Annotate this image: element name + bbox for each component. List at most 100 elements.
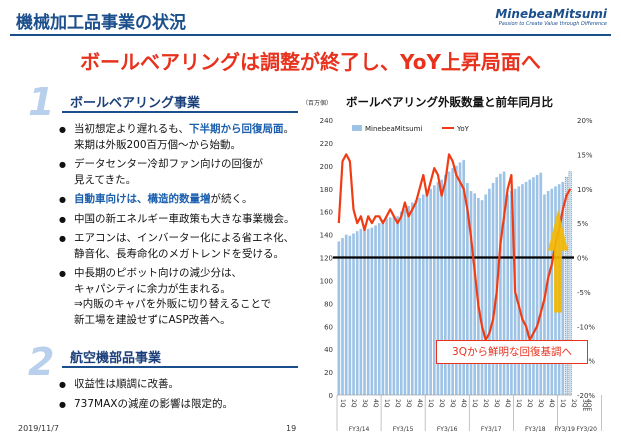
bar (443, 175, 447, 395)
bar (396, 216, 399, 395)
bar (381, 219, 385, 395)
bar (517, 186, 521, 395)
bar (344, 234, 348, 395)
bar (564, 177, 569, 396)
x-month-label: 1Q (559, 399, 566, 408)
logo-tagline: Passion to Create Value through Differen… (498, 21, 607, 27)
bar (469, 191, 473, 395)
list-item: エアコンは、インバーター化による省エネ化、 静音化、長寿命化のメガトレンドを受け… (56, 231, 306, 262)
list-item: 中長期のピボット向けの減少分は、 キャパシティに余力が生まれる。 ⇒内販のキャパ… (56, 266, 306, 328)
bar (410, 202, 414, 395)
section1-bullets: 当初想定より遅れるも、下半期から回復局面。 来期は外販200百万個～から始動。 … (56, 122, 306, 332)
fiscal-year-label: FY3/20 (576, 426, 597, 433)
x-month-label: 4Q (416, 399, 423, 408)
y-left-tick-label: 40 (324, 346, 333, 354)
y-left-tick-label: 100 (320, 277, 333, 285)
section1-underline (62, 111, 298, 113)
bearing-sales-chart: ボールベアリング外販数量と前年同月比 （百万個） 0 20 40 60 80 100 120 14… (302, 95, 602, 433)
x-month-label: 4Q (372, 399, 379, 408)
y-left-tick-label: 220 (320, 140, 333, 148)
section2-number: 2 (28, 340, 55, 384)
y-left-tick-label: 180 (320, 186, 333, 194)
bar (458, 162, 462, 395)
x-month-label: 1Q (339, 399, 346, 408)
bar (352, 233, 355, 395)
bar (385, 218, 388, 395)
bar (521, 184, 524, 395)
fiscal-year-label: FY3/18 (525, 426, 546, 433)
recovery-arrow (548, 209, 569, 313)
bar (524, 181, 528, 395)
company-logo: MinebeaMitsumi Passion to Create Value t… (495, 7, 607, 27)
y-right-tick-label: 10% (577, 186, 593, 194)
logo-name: MinebeaMitsumi (495, 7, 607, 21)
header-divider (10, 34, 611, 36)
bar (532, 177, 535, 395)
bar (388, 217, 392, 395)
x-month-label: 2Q (570, 399, 577, 408)
bar (546, 191, 550, 395)
bar (374, 225, 377, 395)
list-item: データセンター冷却ファン向けの回復が 見えてきた。 (56, 157, 306, 188)
page-header-title: 機械加工品事業の状況 (16, 13, 186, 33)
bar (466, 183, 469, 395)
y-right-tick-label: 15% (577, 151, 593, 159)
y-left-tick-label: 80 (324, 300, 333, 308)
chart-title: ボールベアリング外販数量と前年同月比 (346, 95, 553, 109)
x-month-label: 3QE (581, 399, 588, 412)
section1-title: ボールベアリング事業 (70, 96, 201, 111)
bar (429, 188, 432, 395)
bar (451, 168, 454, 395)
y-left-tick-label: 200 (320, 163, 333, 171)
chart-container: ボールベアリング外販数量と前年同月比 （百万個） 0 20 40 60 80 100 120 14… (300, 88, 618, 438)
y-left-tick-label: 60 (324, 323, 333, 331)
x-month-label: 4Q (548, 399, 555, 408)
legend-bar-swatch (352, 125, 362, 131)
legend-bar-label: MinebeaMitsumi (365, 125, 422, 133)
x-month-label: 2Q (438, 399, 445, 408)
x-month-label: 3Q (493, 399, 500, 408)
fiscal-year-label: FY3/19 (554, 426, 575, 433)
fiscal-year-label: FY3/15 (393, 426, 414, 433)
footer-date: 2019/11/7 (18, 424, 60, 433)
x-month-label: 3Q (405, 399, 412, 408)
bar (528, 179, 532, 395)
yoy-series-line (337, 153, 572, 342)
bar (407, 205, 410, 395)
bar (399, 211, 403, 395)
bar (499, 173, 502, 395)
x-month-label: 4Q (504, 399, 511, 408)
bar (421, 194, 425, 395)
bar (363, 228, 366, 395)
x-month-label: 3Q (449, 399, 456, 408)
y-right-tick-label: 5% (577, 220, 588, 228)
x-month-label: 2Q (482, 399, 489, 408)
slide-headline: ボールベアリングは調整が終了し、YoY上昇局面へ (80, 50, 541, 74)
bar (341, 238, 344, 395)
bar (539, 172, 543, 395)
bar (414, 200, 418, 395)
y-left-tick-label: 240 (320, 117, 333, 125)
bar (561, 181, 565, 395)
x-month-label: 4QE (585, 399, 592, 412)
x-month-label: 2Q (526, 399, 533, 408)
recovery-callout: 3Qから鮮明な回復基調へ (436, 340, 588, 364)
list-item: 中国の新エネルギー車政策も大きな事業機会。 (56, 212, 306, 228)
y-right-tick-label: -10% (577, 323, 595, 331)
y-left-tick-label: 20 (324, 369, 333, 377)
bar (370, 227, 374, 395)
fiscal-year-label: FY3/17 (481, 426, 502, 433)
list-item: 当初想定より遅れるも、下半期から回復局面。 来期は外販200百万個～から始動。 (56, 122, 306, 153)
bar (473, 193, 477, 395)
bar (568, 171, 572, 396)
bar (440, 179, 443, 395)
x-month-label: 2Q (350, 399, 357, 408)
section2-underline (62, 366, 298, 368)
y-right-tick-label: 20% (577, 117, 593, 125)
x-month-label: 2Q (394, 399, 401, 408)
bar (550, 188, 554, 395)
bar (359, 228, 363, 395)
chart-left-axis-unit: （百万個） (302, 99, 332, 107)
fiscal-year-label: FY3/14 (349, 426, 370, 433)
bar (455, 165, 458, 395)
